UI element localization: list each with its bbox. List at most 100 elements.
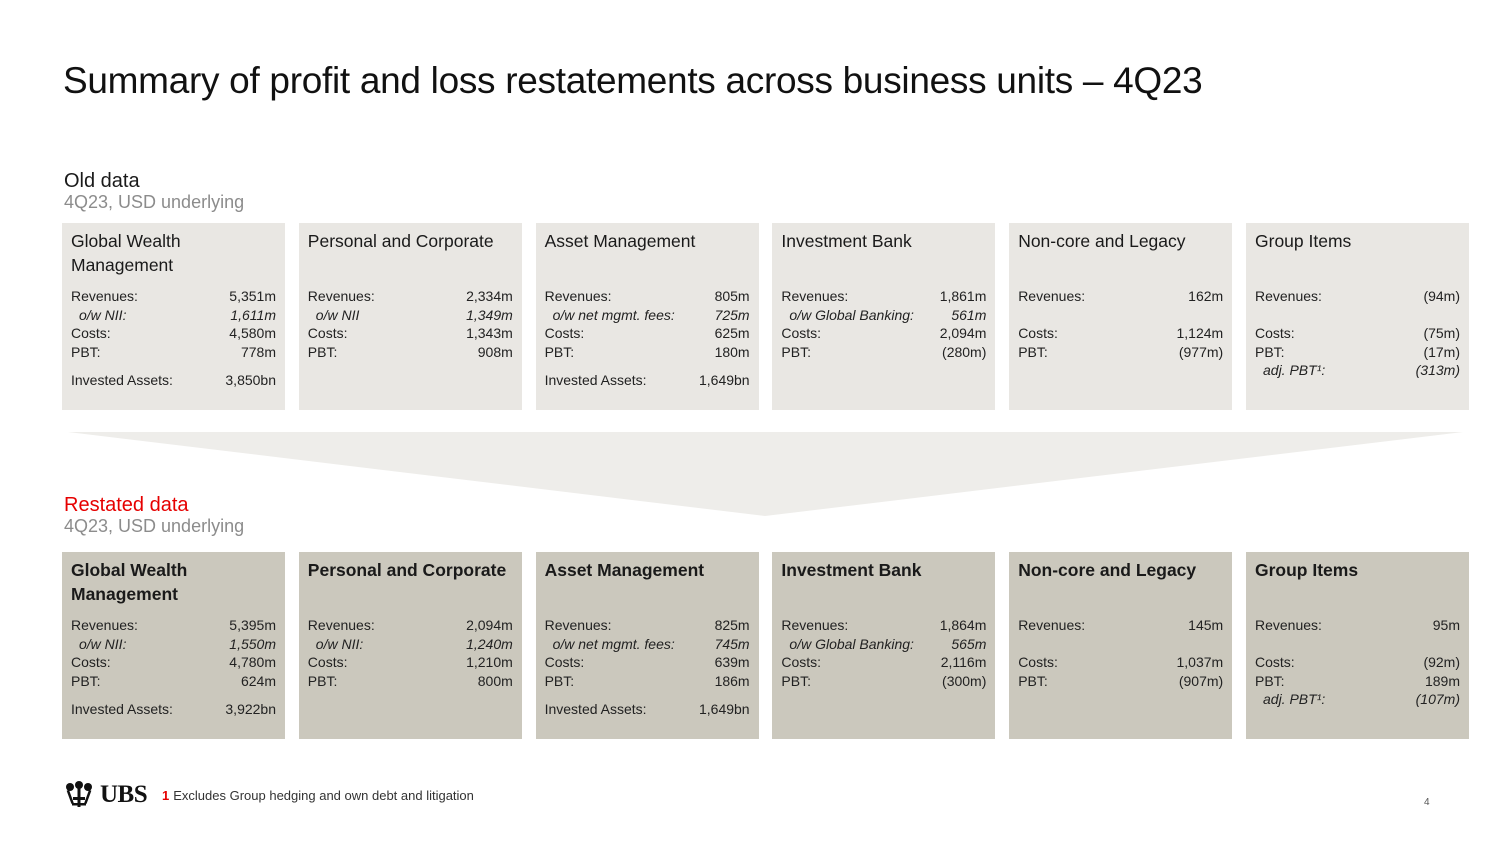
metric-row: PBT: 186m	[545, 672, 750, 691]
card-title: Personal and Corporate	[307, 231, 494, 251]
metric-value: (280m)	[942, 343, 987, 360]
metric-row: Costs: 2,116m	[781, 653, 986, 672]
metric-value: 1,037m	[1176, 654, 1224, 670]
metric-label: adj. PBT¹:	[1263, 362, 1326, 378]
metric-list: Revenues: 1,864m o/w Global Banking: 565m Co…	[781, 616, 986, 690]
metric-row: PBT: 908m	[308, 343, 513, 362]
metric-label: PBT:	[1018, 672, 1048, 689]
metric-label: Costs:	[544, 325, 585, 341]
metric-value: (977m)	[1178, 343, 1224, 360]
metric-value: (907m)	[1178, 672, 1224, 689]
metric-value: 805m	[714, 288, 750, 304]
metric-label: PBT:	[544, 672, 575, 689]
metric-label: Invested Assets:	[71, 372, 173, 388]
metric-row: Costs: 2,094m	[781, 324, 986, 343]
metric-value: (17m)	[1423, 343, 1460, 360]
metric-list: Revenues: 5,351m o/w NII: 1,611m Costs: 4,580…	[71, 287, 276, 390]
metric-row: Revenues: 2,334m	[308, 287, 513, 306]
metric-value: 2,116m	[940, 654, 987, 670]
ubs-logo-text: UBS	[100, 781, 148, 808]
metric-list: Revenues: 1,861m o/w Global Banking: 561m Co…	[781, 287, 986, 361]
metric-value: 180m	[714, 343, 750, 360]
metric-value: 1,550m	[229, 635, 276, 652]
metric-value: (92m)	[1423, 654, 1460, 670]
metric-row: Costs: 4,780m	[71, 653, 276, 672]
metric-list: Revenues: 5,395m o/w NII: 1,550m Costs: 4,780…	[71, 616, 276, 719]
metric-row: Invested Assets: 1,649bn	[545, 700, 750, 719]
metric-value: 4,780m	[229, 654, 276, 670]
metric-label: Revenues:	[544, 617, 612, 633]
metric-row: Revenues: 5,395m	[71, 616, 276, 635]
metric-row: Costs: 625m	[545, 324, 750, 343]
metric-list: Revenues: (94m) Costs: (75m) PBT: (17m) adj. …	[1255, 287, 1460, 380]
metric-value: 2,334m	[466, 288, 513, 304]
metric-label: o/w NII	[315, 306, 360, 323]
metric-label: o/w net mgmt. fees:	[552, 635, 675, 652]
metric-row: o/w net mgmt. fees: 745m	[545, 635, 750, 654]
metric-row: o/w net mgmt. fees: 725m	[545, 306, 750, 325]
metric-row: o/w Global Banking: 565m	[781, 635, 986, 654]
metric-list: Revenues: 805m o/w net mgmt. fees: 725m Cost…	[545, 287, 750, 390]
metric-row: Revenues: 805m	[545, 287, 750, 306]
card-title: Non-core and Legacy	[1018, 560, 1197, 580]
metric-row: Costs: 1,124m	[1018, 324, 1223, 343]
restated-card: Asset Management Revenues: 825m o/w net mgm…	[535, 552, 759, 739]
metric-label: o/w NII:	[315, 635, 364, 652]
metric-label: PBT:	[71, 672, 101, 689]
old-card: Asset Management Revenues: 805m o/w net mgm…	[535, 223, 759, 410]
metric-label: Revenues:	[781, 617, 849, 633]
restated-card: Investment Bank Revenues: 1,864m o/w Global…	[772, 552, 996, 739]
metric-label: Revenues:	[71, 288, 138, 304]
metric-row: adj. PBT¹: (313m)	[1255, 361, 1460, 380]
metric-label: Revenues:	[307, 288, 375, 304]
footnote: 1 Excludes Group hedging and own debt and…	[162, 788, 474, 803]
card-title: Non-core and Legacy	[1018, 231, 1186, 251]
metric-label: Costs:	[1018, 654, 1058, 670]
metric-label: o/w net mgmt. fees:	[552, 306, 675, 323]
metric-row: Revenues: 825m	[545, 616, 750, 635]
metric-value: (300m)	[942, 672, 987, 689]
card-title: Asset Management	[544, 231, 696, 251]
metric-value: 778m	[240, 343, 276, 360]
metric-row: PBT: (907m)	[1018, 672, 1223, 691]
metric-value: 189m	[1424, 672, 1460, 689]
metric-row: o/w NII 1,349m	[308, 306, 513, 325]
metric-row: PBT: 624m	[71, 672, 276, 691]
metric-label: PBT:	[1255, 672, 1285, 689]
metric-row: Costs: (75m)	[1255, 324, 1460, 343]
metric-label: Costs:	[307, 325, 348, 341]
restated-card: Non-core and Legacy Revenues: 145m Costs: 1…	[1009, 552, 1233, 739]
restated-data-heading: Restated data 4Q23, USD underlying	[64, 494, 244, 536]
metric-row: Revenues: 5,351m	[71, 287, 276, 306]
metric-value: 2,094m	[466, 617, 513, 633]
metric-label: o/w Global Banking:	[789, 635, 914, 652]
metric-value: 3,850bn	[225, 372, 276, 388]
metric-row: PBT: 800m	[308, 672, 513, 691]
metric-value: 1,240m	[466, 635, 513, 652]
card-title: Global Wealth Management	[71, 560, 188, 604]
restated-card: Global Wealth Management Revenues: 5,395m o…	[62, 552, 285, 739]
metric-row: PBT: (300m)	[781, 672, 986, 691]
restated-data-subtitle: 4Q23, USD underlying	[64, 516, 245, 536]
metric-label: Invested Assets:	[544, 372, 647, 388]
metric-value: 725m	[714, 306, 750, 323]
metric-value: 145m	[1188, 617, 1224, 633]
old-card: Personal and Corporate Revenues: 2,334m o/w…	[298, 223, 522, 410]
metric-row: Revenues: 162m	[1018, 287, 1223, 306]
metric-label: Revenues:	[544, 288, 612, 304]
old-card: Global Wealth Management Revenues: 5,351m o…	[62, 223, 285, 410]
metric-label: Costs:	[544, 654, 585, 670]
metric-label: PBT:	[1018, 343, 1048, 360]
metric-value: 908m	[477, 343, 513, 360]
metric-label: PBT:	[1255, 343, 1285, 360]
metric-label: Revenues:	[71, 617, 138, 633]
metric-label: Revenues:	[1255, 288, 1322, 304]
metric-row: PBT: 189m	[1255, 672, 1460, 691]
card-title: Investment Bank	[781, 560, 922, 580]
metric-list: Revenues: 145m Costs: 1,037m PBT: (907m)	[1018, 616, 1223, 690]
metric-row: Costs: 1,343m	[308, 324, 513, 343]
metric-label: Costs:	[781, 654, 822, 670]
ubs-logo: UBS	[62, 780, 148, 810]
metric-label: o/w NII:	[79, 306, 127, 323]
metric-row: PBT: (280m)	[781, 343, 986, 362]
